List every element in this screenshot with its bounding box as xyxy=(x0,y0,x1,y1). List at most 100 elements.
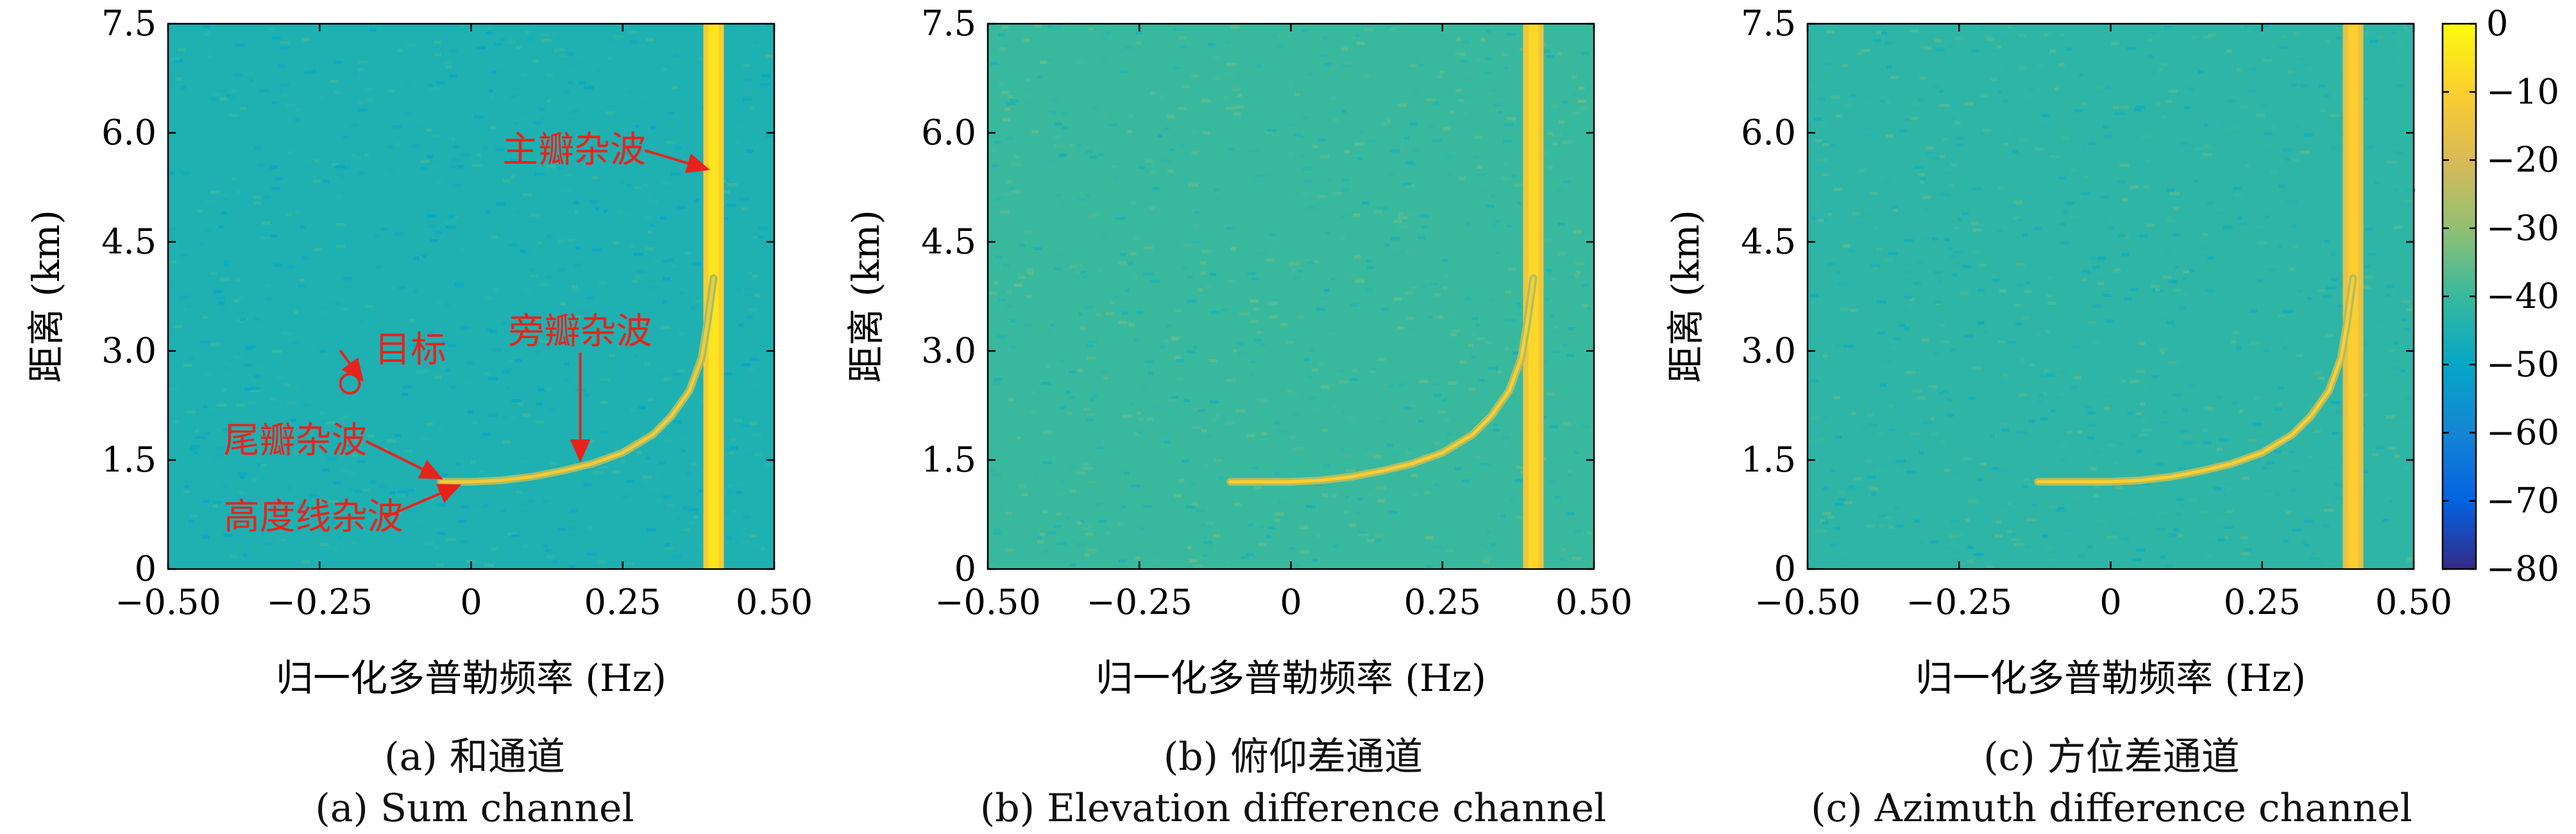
noise-cell xyxy=(1839,307,1849,311)
noise-cell xyxy=(2168,368,2174,372)
noise-cell xyxy=(1568,327,1575,331)
noise-cell xyxy=(1355,34,1360,38)
noise-cell xyxy=(216,89,225,93)
noise-cell xyxy=(1833,187,1843,191)
noise-cell xyxy=(2074,109,2083,113)
noise-cell xyxy=(353,489,363,493)
noise-cell xyxy=(253,196,261,200)
noise-cell xyxy=(510,175,515,179)
noise-cell xyxy=(614,503,619,507)
noise-cell xyxy=(1004,511,1012,515)
noise-cell xyxy=(1203,541,1213,545)
noise-cell xyxy=(745,287,752,291)
noise-cell xyxy=(1267,526,1276,530)
noise-cell xyxy=(343,166,350,170)
noise-cell xyxy=(2117,180,2126,183)
noise-cell xyxy=(2215,258,2221,262)
noise-cell xyxy=(2287,559,2295,563)
noise-cell xyxy=(2238,410,2244,413)
noise-cell xyxy=(249,79,254,83)
noise-cell xyxy=(539,117,545,121)
noise-cell xyxy=(729,396,734,400)
noise-cell xyxy=(384,447,388,451)
noise-cell xyxy=(427,155,434,159)
noise-cell xyxy=(2176,498,2184,502)
noise-cell xyxy=(2324,508,2334,512)
noise-cell xyxy=(1005,102,1016,106)
noise-cell xyxy=(1913,282,1921,285)
noise-cell xyxy=(2247,89,2255,93)
noise-cell xyxy=(564,521,572,525)
noise-cell xyxy=(1949,183,1955,187)
noise-cell xyxy=(1882,359,1892,363)
noise-cell xyxy=(325,421,335,425)
noise-cell xyxy=(1852,477,1861,481)
colorbar-tick-label: −70 xyxy=(2486,481,2559,521)
noise-cell xyxy=(569,69,579,72)
noise-cell xyxy=(1197,409,1206,413)
noise-cell xyxy=(1019,244,1026,248)
noise-cell xyxy=(2065,529,2073,532)
noise-cell xyxy=(1848,485,1855,489)
noise-cell xyxy=(2063,210,2069,214)
noise-cell xyxy=(2165,250,2171,254)
noise-cell xyxy=(653,307,662,311)
noise-cell xyxy=(1280,323,1288,327)
noise-cell xyxy=(994,198,1001,201)
noise-cell xyxy=(600,378,611,382)
noise-cell xyxy=(1972,250,1981,253)
noise-cell xyxy=(1080,271,1087,275)
noise-cell xyxy=(500,321,506,325)
noise-cell xyxy=(643,183,649,187)
noise-cell xyxy=(1342,411,1352,414)
noise-cell xyxy=(1178,479,1185,483)
noise-cell xyxy=(359,87,367,90)
noise-cell xyxy=(1495,219,1501,223)
noise-cell xyxy=(1164,440,1171,444)
noise-cell xyxy=(1239,312,1249,316)
noise-cell xyxy=(2034,258,2043,262)
noise-cell xyxy=(750,389,759,393)
noise-cell xyxy=(1906,370,1916,374)
noise-cell xyxy=(2061,136,2069,140)
noise-cell xyxy=(329,499,339,503)
noise-cell xyxy=(230,358,235,362)
noise-cell xyxy=(2263,24,2269,28)
noise-cell xyxy=(1824,62,1833,65)
noise-cell xyxy=(1156,406,1163,410)
noise-cell xyxy=(1035,475,1039,479)
noise-cell xyxy=(1968,499,1978,503)
noise-cell xyxy=(1040,330,1051,334)
annotation-arrow xyxy=(384,484,462,519)
noise-cell xyxy=(2153,471,2161,475)
noise-cell xyxy=(765,55,773,58)
noise-cell xyxy=(178,296,188,300)
noise-cell xyxy=(205,431,210,435)
noise-cell xyxy=(2040,124,2050,128)
noise-cell xyxy=(171,227,176,231)
noise-cell xyxy=(1193,345,1198,349)
noise-cell xyxy=(1990,242,1998,246)
noise-cell xyxy=(1505,346,1509,350)
noise-cell xyxy=(2325,40,2330,44)
noise-cell xyxy=(1298,269,1303,273)
noise-cell xyxy=(2300,150,2310,154)
noise-cell xyxy=(294,311,298,314)
noise-cell xyxy=(527,37,533,41)
noise-cell xyxy=(2179,306,2187,310)
sidelobe-clutter-curve xyxy=(1228,277,1535,484)
noise-cell xyxy=(1121,311,1129,315)
noise-cell xyxy=(534,172,545,176)
noise-cell xyxy=(1193,90,1201,94)
noise-cell xyxy=(173,420,179,423)
noise-cell xyxy=(1444,155,1453,158)
noise-cell xyxy=(421,255,426,259)
noise-cell xyxy=(271,510,281,513)
noise-cell xyxy=(2138,433,2148,437)
noise-cell xyxy=(1118,321,1128,325)
noise-cell xyxy=(1493,428,1500,432)
noise-cell xyxy=(503,179,511,183)
noise-cell xyxy=(1209,400,1220,404)
noise-cell xyxy=(1374,210,1382,214)
noise-cell xyxy=(541,387,552,391)
